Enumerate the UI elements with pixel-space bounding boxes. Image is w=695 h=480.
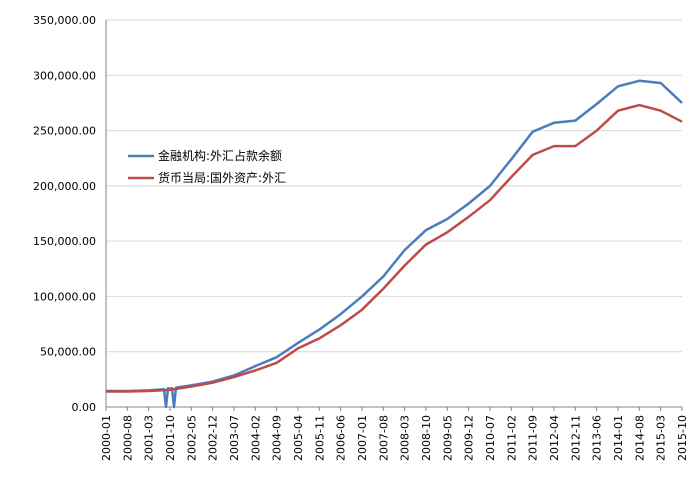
x-tick-label: 2009-05 [441, 415, 454, 461]
x-tick-label: 2002-05 [185, 415, 198, 461]
x-tick-label: 2002-12 [207, 415, 220, 461]
y-tick-label: 100,000.00 [33, 290, 96, 303]
y-tick-label: 300,000.00 [33, 69, 96, 82]
x-tick-label: 2001-03 [143, 415, 156, 461]
x-tick-label: 2014-08 [633, 415, 646, 461]
y-tick-label: 50,000.00 [40, 346, 96, 359]
x-tick-label: 2007-01 [356, 415, 369, 461]
x-tick-label: 2008-10 [420, 415, 433, 461]
x-tick-label: 2012-04 [548, 415, 561, 461]
series-lines [106, 79, 683, 409]
series-line-0 [106, 79, 683, 409]
y-tick-label: 0.00 [72, 401, 97, 414]
x-tick-label: 2004-09 [271, 415, 284, 461]
x-tick-label: 2013-06 [591, 415, 604, 461]
x-tick-label: 2014-01 [612, 415, 625, 461]
x-tick-label: 2015-10 [676, 415, 689, 461]
y-tick-label: 150,000.00 [33, 235, 96, 248]
x-tick-label: 2000-01 [100, 415, 113, 461]
x-tick-label: 2012-11 [569, 415, 582, 461]
x-tick-label: 2001-10 [164, 415, 177, 461]
x-tick-label: 2008-03 [399, 415, 412, 461]
x-tick-label: 2007-08 [377, 415, 390, 461]
x-tick-label: 2006-06 [335, 415, 348, 461]
x-tick-label: 2000-08 [121, 415, 134, 461]
x-tick-label: 2015-03 [655, 415, 668, 461]
x-tick-label: 2010-07 [484, 415, 497, 461]
x-tick-label: 2005-04 [292, 415, 305, 461]
x-tick-label: 2003-07 [228, 415, 241, 461]
x-tick-label: 2004-02 [249, 415, 262, 461]
x-tick-label: 2009-12 [463, 415, 476, 461]
x-tick-label: 2011-02 [505, 415, 518, 461]
legend-label-1: 货币当局:国外资产:外汇 [158, 170, 286, 185]
gridlines [106, 19, 682, 408]
y-tick-label: 350,000.00 [33, 14, 96, 27]
legend-label-0: 金融机构:外汇占款余额 [158, 148, 282, 163]
axes: 0.00 50,000.00 100,000.00 150,000.00 200,000… [33, 14, 689, 461]
y-tick-label: 200,000.00 [33, 180, 96, 193]
x-tick-label: 2005-11 [313, 415, 326, 461]
series-line-1 [106, 103, 683, 393]
y-tick-label: 250,000.00 [33, 125, 96, 138]
x-tick-label: 2011-09 [527, 415, 540, 461]
